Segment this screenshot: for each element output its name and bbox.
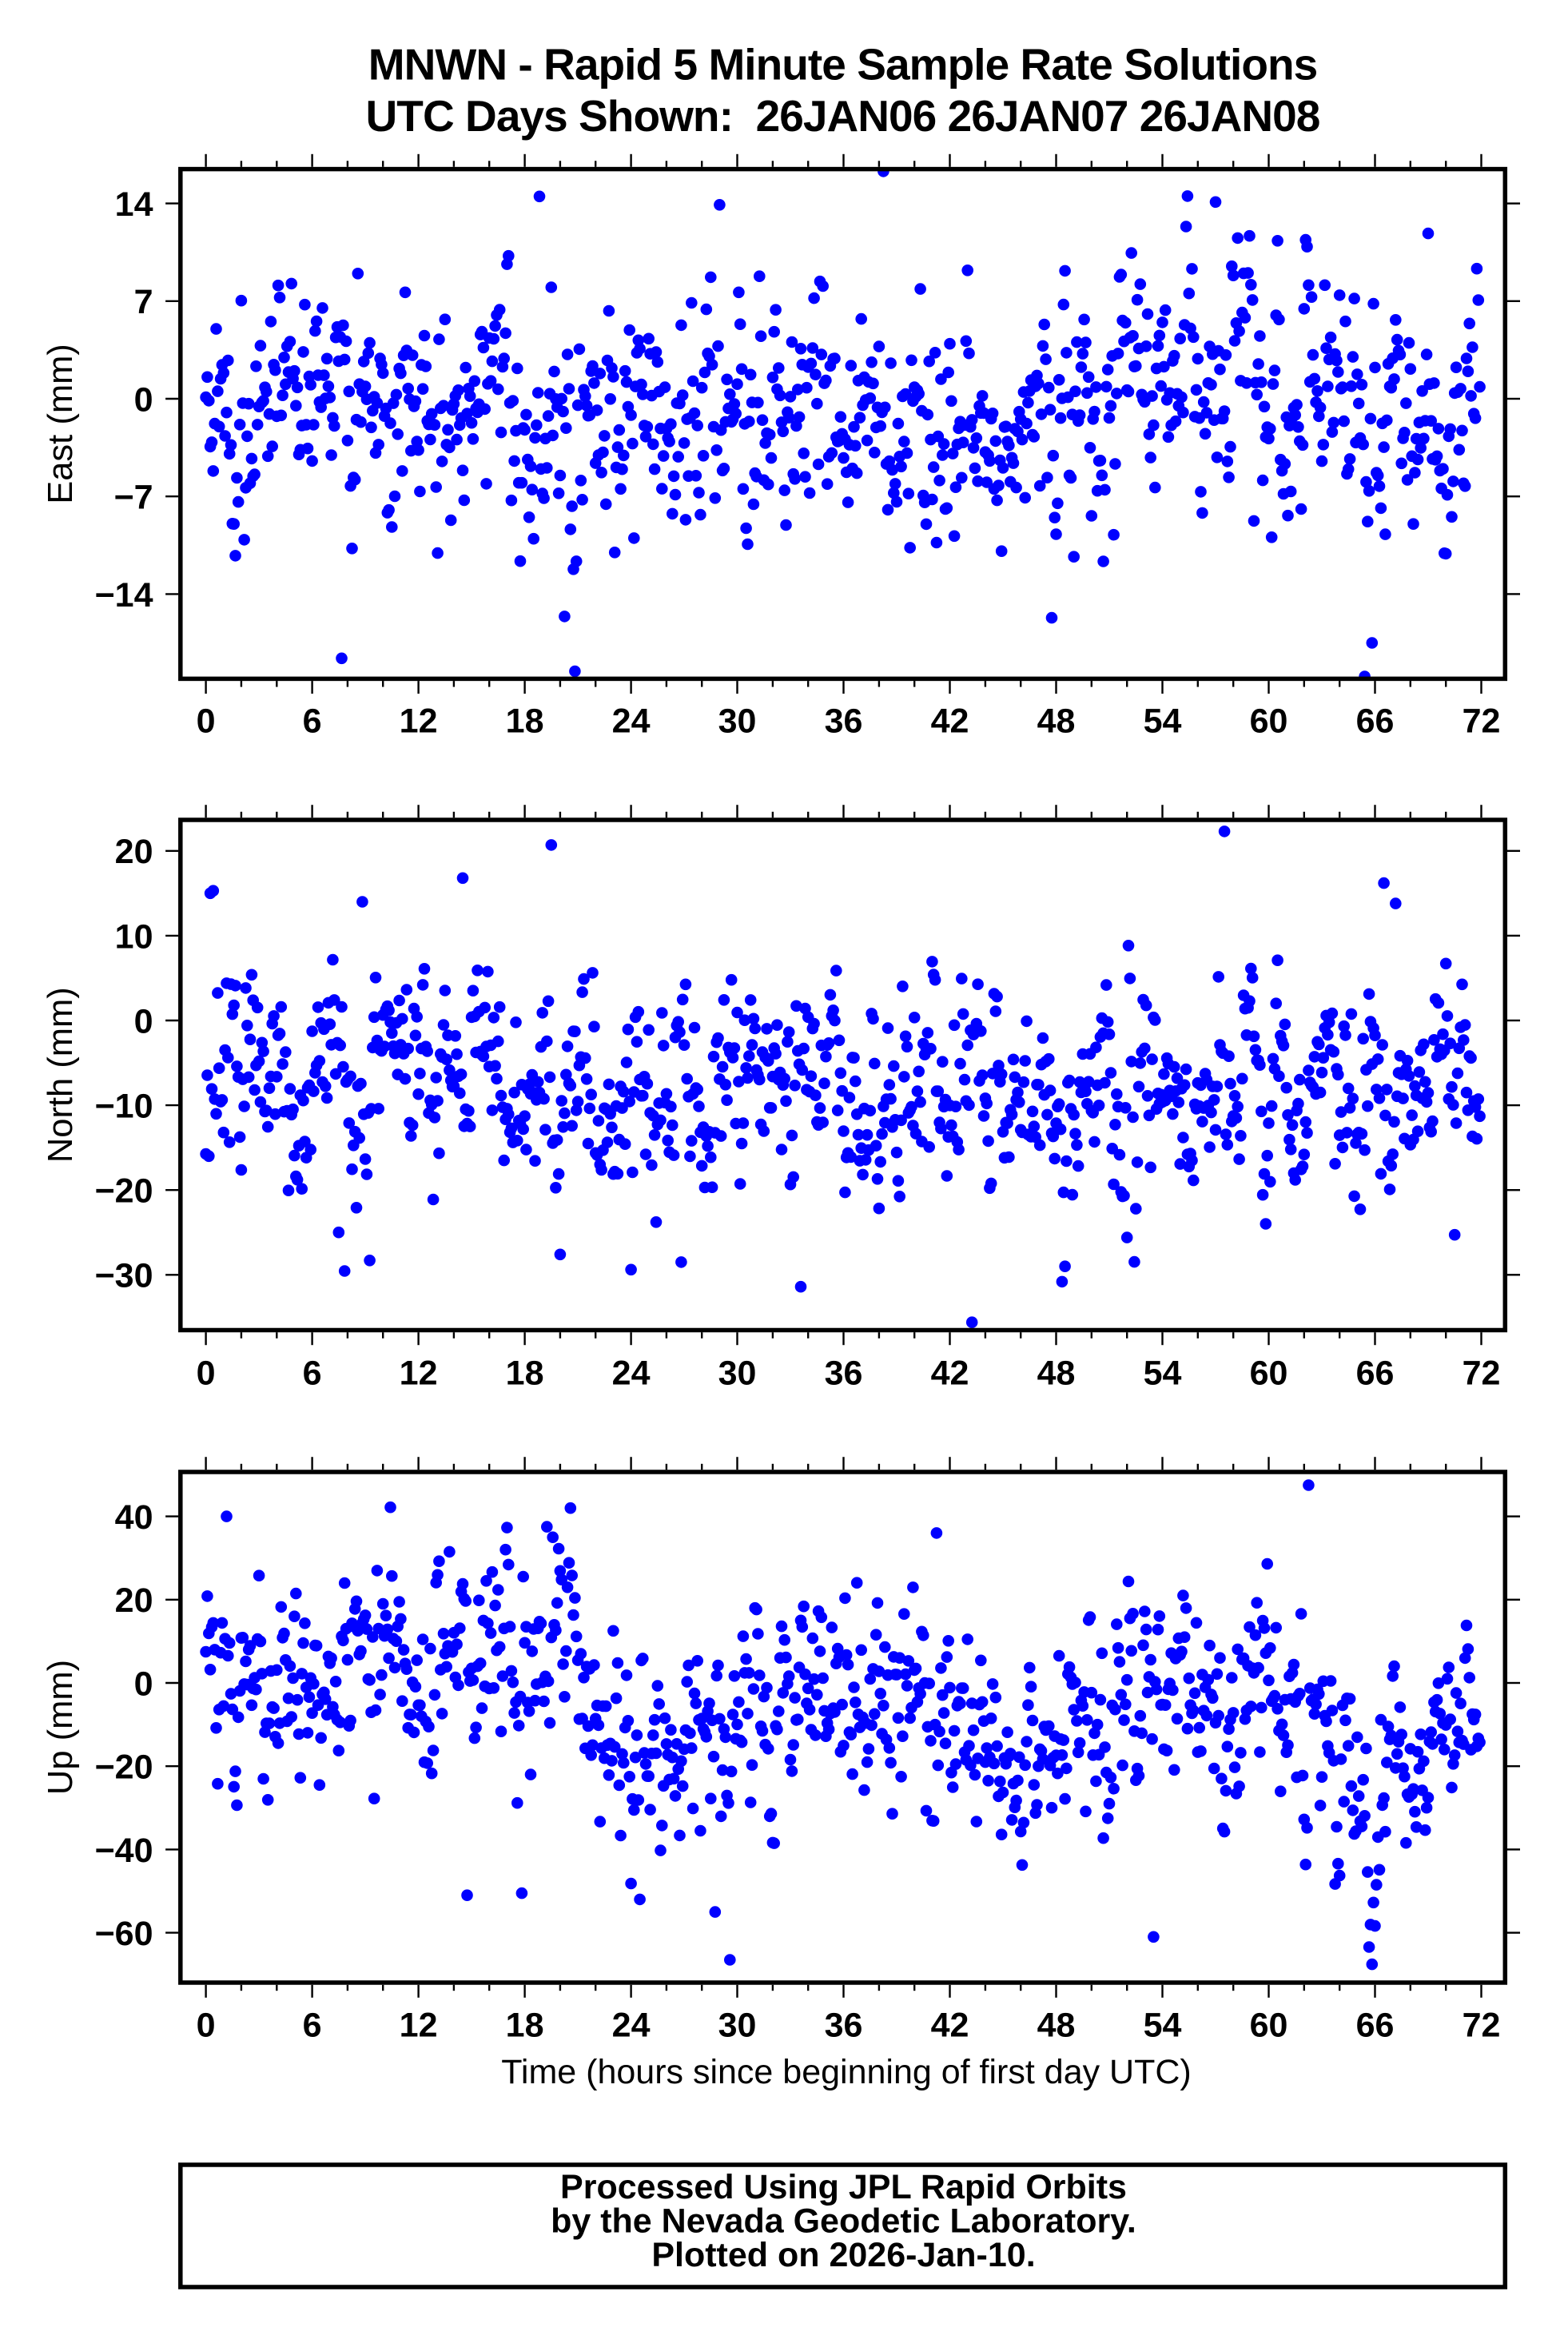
svg-text:42: 42 <box>931 2007 969 2045</box>
svg-text:−20: −20 <box>95 1172 153 1211</box>
svg-text:72: 72 <box>1463 1354 1501 1393</box>
svg-text:30: 30 <box>718 1354 757 1393</box>
svg-text:24: 24 <box>612 702 651 741</box>
svg-text:0: 0 <box>134 380 153 419</box>
svg-text:by the Nevada Geodetic Laborat: by the Nevada Geodetic Laboratory. <box>551 2202 1136 2241</box>
svg-text:60: 60 <box>1250 1354 1288 1393</box>
svg-text:Processed Using JPL Rapid Orbi: Processed Using JPL Rapid Orbits <box>560 2168 1127 2206</box>
svg-text:66: 66 <box>1356 702 1395 741</box>
svg-text:18: 18 <box>506 2007 544 2045</box>
svg-text:6: 6 <box>303 1354 322 1393</box>
svg-text:72: 72 <box>1463 2007 1501 2045</box>
svg-text:42: 42 <box>931 702 969 741</box>
svg-text:10: 10 <box>115 917 153 956</box>
svg-text:24: 24 <box>612 2007 651 2045</box>
svg-text:42: 42 <box>931 1354 969 1393</box>
svg-text:54: 54 <box>1144 1354 1182 1393</box>
svg-text:−30: −30 <box>95 1257 153 1295</box>
svg-text:7: 7 <box>134 283 153 321</box>
svg-text:6: 6 <box>303 702 322 741</box>
svg-text:12: 12 <box>400 2007 438 2045</box>
svg-text:72: 72 <box>1463 702 1501 741</box>
svg-text:40: 40 <box>115 1498 153 1537</box>
svg-text:66: 66 <box>1356 1354 1395 1393</box>
svg-text:0: 0 <box>197 1354 216 1393</box>
svg-text:66: 66 <box>1356 2007 1395 2045</box>
svg-text:60: 60 <box>1250 702 1288 741</box>
svg-text:0: 0 <box>197 2007 216 2045</box>
svg-text:54: 54 <box>1144 702 1182 741</box>
svg-text:20: 20 <box>115 833 153 871</box>
svg-text:36: 36 <box>825 702 863 741</box>
svg-text:−40: −40 <box>95 1832 153 1870</box>
svg-text:−20: −20 <box>95 1748 153 1787</box>
svg-text:60: 60 <box>1250 2007 1288 2045</box>
svg-text:12: 12 <box>400 702 438 741</box>
svg-text:6: 6 <box>303 2007 322 2045</box>
svg-text:0: 0 <box>197 702 216 741</box>
svg-text:30: 30 <box>718 2007 757 2045</box>
svg-text:0: 0 <box>134 1665 153 1703</box>
svg-text:18: 18 <box>506 1354 544 1393</box>
svg-text:−14: −14 <box>95 576 153 615</box>
svg-text:14: 14 <box>115 185 153 224</box>
svg-text:−7: −7 <box>113 479 153 517</box>
svg-text:0: 0 <box>134 1002 153 1040</box>
svg-text:−60: −60 <box>95 1915 153 1953</box>
svg-text:48: 48 <box>1037 1354 1076 1393</box>
svg-text:36: 36 <box>825 2007 863 2045</box>
svg-text:North (mm): North (mm) <box>42 987 80 1163</box>
svg-text:Time (hours since beginning of: Time (hours since beginning of first day… <box>501 2053 1192 2091</box>
svg-text:East (mm): East (mm) <box>42 344 80 504</box>
svg-text:MNWN - Rapid 5 Minute Sample R: MNWN - Rapid 5 Minute Sample Rate Soluti… <box>368 39 1318 89</box>
svg-text:36: 36 <box>825 1354 863 1393</box>
svg-text:Plotted on 2026-Jan-10.: Plotted on 2026-Jan-10. <box>651 2236 1035 2274</box>
svg-text:18: 18 <box>506 702 544 741</box>
svg-text:48: 48 <box>1037 2007 1076 2045</box>
svg-text:−10: −10 <box>95 1088 153 1126</box>
svg-text:Up (mm): Up (mm) <box>42 1660 80 1795</box>
svg-text:12: 12 <box>400 1354 438 1393</box>
svg-text:48: 48 <box>1037 702 1076 741</box>
svg-text:UTC Days Shown: 26JAN06 26JAN: UTC Days Shown: 26JAN06 26JAN07 26JAN08 <box>366 91 1320 141</box>
svg-text:30: 30 <box>718 702 757 741</box>
svg-text:24: 24 <box>612 1354 651 1393</box>
svg-text:54: 54 <box>1144 2007 1182 2045</box>
svg-text:20: 20 <box>115 1581 153 1620</box>
